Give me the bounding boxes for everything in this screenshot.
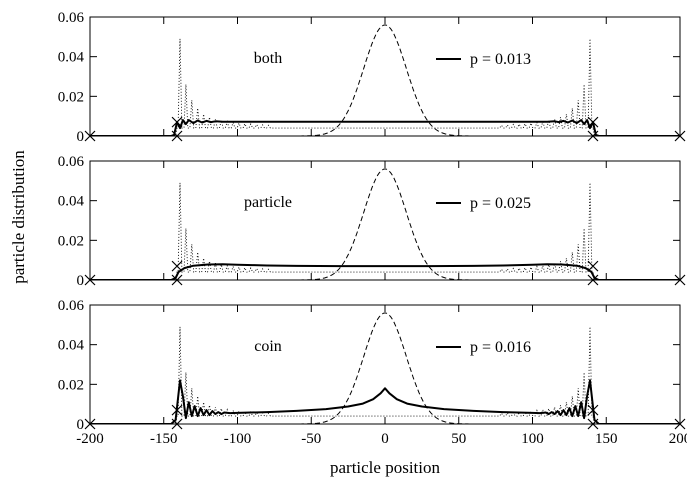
x-marker (587, 260, 599, 272)
solid-series (90, 379, 680, 424)
legend-label: p = 0.013 (470, 51, 531, 68)
x-marker (171, 418, 183, 430)
panel-label: particle (244, 194, 292, 211)
x-tick-label: 50 (451, 431, 466, 447)
y-tick-label: 0.04 (58, 338, 85, 354)
x-marker (171, 274, 183, 286)
y-tick-label: 0.02 (58, 89, 84, 105)
x-tick-label: 150 (595, 431, 618, 447)
y-tick-label: 0 (77, 273, 85, 289)
x-marker (587, 418, 599, 430)
y-tick-label: 0.04 (58, 194, 85, 210)
x-tick-label: -100 (224, 431, 252, 447)
dashed-series (267, 312, 503, 424)
dashed-series (267, 24, 503, 136)
y-tick-label: 0.06 (58, 10, 85, 26)
x-marker (674, 274, 686, 286)
x-marker (587, 274, 599, 286)
legend-label: p = 0.016 (470, 339, 531, 356)
x-marker (84, 418, 96, 430)
panel-label: both (254, 50, 282, 67)
x-marker (674, 130, 686, 142)
x-marker (674, 418, 686, 430)
x-marker (587, 116, 599, 128)
x-tick-label: 0 (381, 431, 389, 447)
y-tick-label: 0 (77, 417, 85, 433)
y-tick-label: 0.06 (58, 154, 85, 170)
y-tick-label: 0 (77, 129, 85, 145)
x-tick-label: -150 (150, 431, 178, 447)
panel-particle: 0 0.02 0.04 0.06 particle p = 0.025 (58, 154, 686, 289)
x-axis-label: particle position (330, 458, 441, 477)
panel-coin: 0 0.02 0.04 0.06 coin p = 0.016 -200 -150 -100 -5… (58, 298, 687, 447)
x-marker (171, 130, 183, 142)
x-marker (587, 130, 599, 142)
x-marker (84, 274, 96, 286)
x-marker (171, 260, 183, 272)
x-tick-label: -200 (76, 431, 104, 447)
y-axis-label: particle distribution (9, 150, 28, 284)
y-tick-label: 0.02 (58, 233, 84, 249)
x-marker (84, 130, 96, 142)
solid-series (90, 263, 680, 280)
panel-both: 0 0.02 0.04 0.06 both p = 0.013 (58, 10, 686, 145)
x-marker (587, 404, 599, 416)
panel-label: coin (254, 338, 282, 355)
legend-label: p = 0.025 (470, 195, 531, 212)
y-tick-label: 0.06 (58, 298, 85, 314)
y-tick-label: 0.02 (58, 377, 84, 393)
y-tick-label: 0.04 (58, 50, 85, 66)
dashed-series (267, 168, 503, 280)
solid-series (90, 119, 680, 136)
x-tick-label: -50 (301, 431, 321, 447)
x-tick-label: 200 (669, 431, 687, 447)
x-tick-label: 100 (521, 431, 544, 447)
x-marker (171, 404, 183, 416)
x-marker (171, 116, 183, 128)
